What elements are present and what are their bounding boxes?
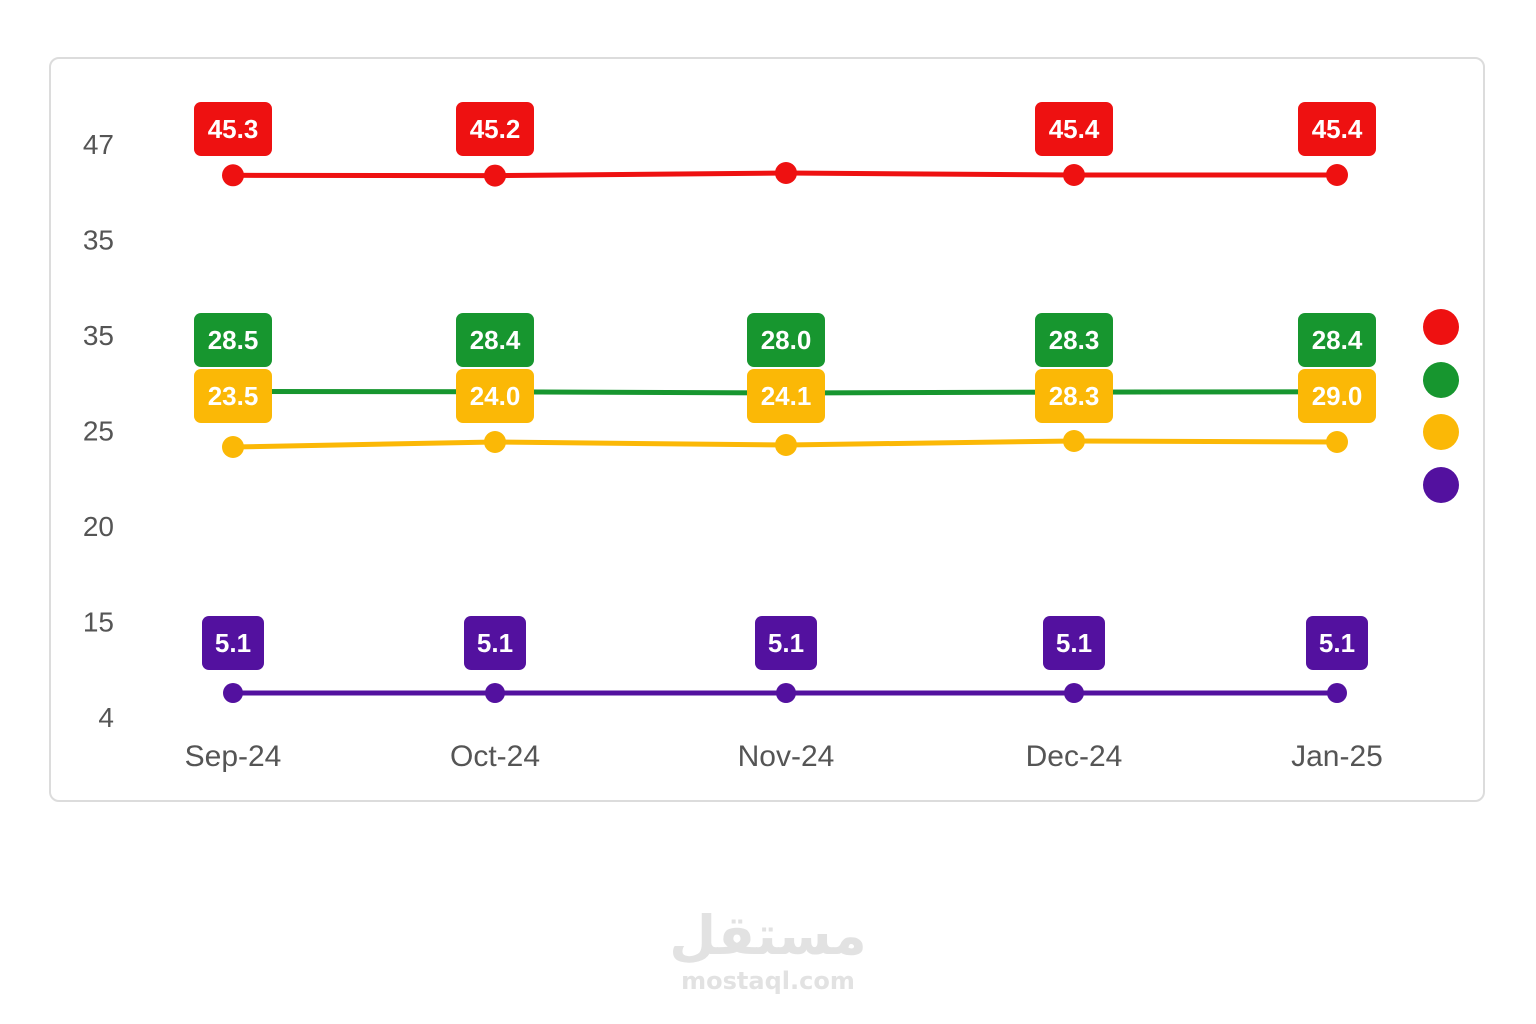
data-label: 24.1 bbox=[761, 381, 812, 411]
data-point bbox=[775, 434, 797, 456]
data-label: 28.0 bbox=[761, 325, 812, 355]
data-label-box bbox=[456, 102, 534, 156]
data-label-box bbox=[194, 313, 272, 367]
x-tick-label: Nov-24 bbox=[738, 740, 835, 773]
data-label: 5.1 bbox=[1319, 628, 1355, 658]
watermark-latin-text: mostaql.com bbox=[681, 967, 855, 995]
data-label-box bbox=[1298, 102, 1376, 156]
data-label-box bbox=[202, 616, 264, 670]
data-point bbox=[484, 164, 506, 187]
series-points bbox=[222, 162, 1348, 703]
data-label: 5.1 bbox=[477, 628, 513, 658]
legend-marker bbox=[1423, 309, 1459, 345]
watermark-arabic-text: مستقل bbox=[669, 904, 867, 967]
data-point bbox=[776, 683, 796, 703]
series-lines bbox=[232, 170, 1338, 696]
y-tick-label: 4 bbox=[98, 702, 114, 733]
data-point bbox=[222, 436, 244, 458]
x-tick-label: Dec-24 bbox=[1026, 740, 1123, 773]
data-label-box bbox=[1035, 369, 1113, 423]
data-point bbox=[222, 164, 244, 187]
data-point bbox=[775, 162, 797, 184]
data-label: 24.0 bbox=[470, 381, 521, 411]
data-label-box bbox=[747, 369, 825, 423]
data-label: 45.2 bbox=[470, 114, 521, 144]
data-point bbox=[1063, 430, 1085, 452]
data-point bbox=[1327, 683, 1347, 703]
data-label-box bbox=[194, 369, 272, 423]
data-label-box bbox=[456, 313, 534, 367]
data-label-box bbox=[1298, 313, 1376, 367]
data-label: 45.4 bbox=[1312, 114, 1363, 144]
data-point bbox=[223, 683, 243, 703]
legend-marker bbox=[1423, 467, 1459, 503]
data-label: 28.3 bbox=[1049, 381, 1100, 411]
data-label-box bbox=[1306, 616, 1368, 670]
x-tick-label: Oct-24 bbox=[450, 740, 540, 773]
data-point bbox=[1326, 431, 1348, 453]
data-label-box bbox=[1035, 313, 1113, 367]
y-tick-label: 20 bbox=[83, 511, 114, 542]
data-label: 5.1 bbox=[215, 628, 251, 658]
data-point bbox=[1063, 164, 1085, 186]
x-tick-label: Sep-24 bbox=[185, 740, 282, 773]
data-label-box bbox=[1043, 616, 1105, 670]
data-point bbox=[485, 683, 505, 703]
legend-marker bbox=[1423, 362, 1459, 398]
data-label-box bbox=[194, 102, 272, 156]
y-tick-label: 15 bbox=[83, 607, 114, 638]
data-label-box bbox=[1035, 102, 1113, 156]
data-label-box bbox=[755, 616, 817, 670]
legend-marker bbox=[1423, 414, 1459, 450]
chart-card bbox=[49, 57, 1485, 802]
data-label: 23.5 bbox=[208, 381, 259, 411]
y-tick-label: 25 bbox=[83, 416, 114, 447]
data-label: 45.4 bbox=[1049, 114, 1100, 144]
data-label: 28.4 bbox=[470, 325, 521, 355]
data-label: 28.5 bbox=[208, 325, 259, 355]
y-tick-label: 35 bbox=[83, 225, 114, 256]
watermark: مستقل mostaql.com bbox=[618, 904, 918, 996]
data-label: 5.1 bbox=[768, 628, 804, 658]
data-label: 28.4 bbox=[1312, 325, 1363, 355]
data-point bbox=[1326, 164, 1348, 186]
data-label: 45.3 bbox=[208, 114, 259, 144]
y-tick-label: 47 bbox=[83, 129, 114, 160]
data-point bbox=[484, 431, 506, 453]
data-label-box bbox=[747, 313, 825, 367]
data-label-box bbox=[456, 369, 534, 423]
data-label-box bbox=[464, 616, 526, 670]
x-tick-label: Jan-25 bbox=[1291, 740, 1383, 773]
data-labels: 45.3 45.2 45.4 45.4 28.5 28.4 28.0 28.3 28.4 23.5… bbox=[194, 102, 1376, 670]
data-label: 29.0 bbox=[1312, 381, 1363, 411]
y-tick-label: 35 bbox=[83, 320, 114, 351]
data-label-box bbox=[1298, 369, 1376, 423]
data-point bbox=[1064, 683, 1084, 703]
data-label: 5.1 bbox=[1056, 628, 1092, 658]
data-label: 28.3 bbox=[1049, 325, 1100, 355]
